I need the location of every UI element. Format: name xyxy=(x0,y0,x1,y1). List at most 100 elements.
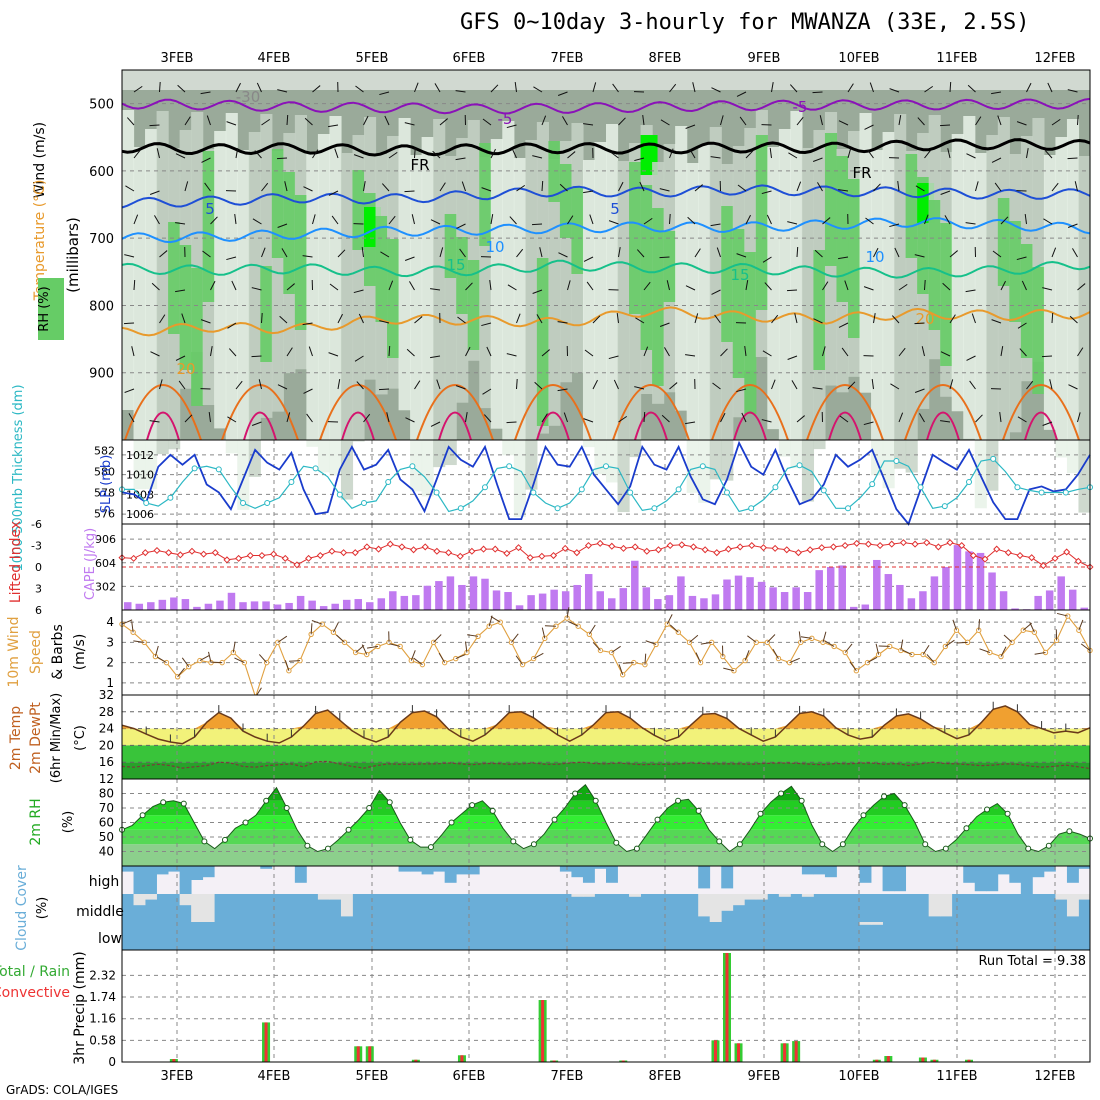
temperature-axis-title: Temperature (°C) xyxy=(32,180,48,302)
wind-barb xyxy=(643,217,653,225)
cape-bar xyxy=(608,598,616,610)
wind-barb xyxy=(159,379,163,390)
surface-wind-barb xyxy=(568,621,579,627)
wind-barb xyxy=(363,115,369,126)
cape-bar xyxy=(458,584,466,610)
wind-barb xyxy=(337,313,343,324)
wind-barb xyxy=(1077,114,1079,126)
rh-marker xyxy=(984,806,991,813)
surface-wind-barb xyxy=(515,655,523,665)
wind-barb xyxy=(181,313,186,324)
surface-wind-barb xyxy=(1029,622,1035,633)
pressure-tick-label: 700 xyxy=(89,232,114,247)
li-marker xyxy=(573,549,581,557)
wind-barb xyxy=(201,157,211,163)
wind-barb xyxy=(847,83,854,93)
wind-barb xyxy=(482,118,492,126)
precip-tick-label: 1.16 xyxy=(89,1012,116,1026)
wind-barb xyxy=(610,151,619,159)
wind-barb xyxy=(133,149,141,159)
thickness-marker xyxy=(748,505,755,512)
li-marker xyxy=(223,556,231,564)
cape-bar xyxy=(976,552,985,610)
wind-barb xyxy=(434,83,441,93)
precip-tick-label: 1.74 xyxy=(89,990,116,1004)
surface-wind-barb xyxy=(822,631,827,643)
li-marker xyxy=(654,546,663,554)
surface-wind-barb xyxy=(410,650,416,661)
li-marker xyxy=(666,541,674,550)
wind-barb xyxy=(200,91,211,95)
isotherm-label: 10 xyxy=(485,238,504,256)
cape-bar xyxy=(331,603,339,610)
rh-band xyxy=(986,135,999,491)
rh-marker xyxy=(530,841,537,848)
precip-convective-bar xyxy=(737,1043,741,1062)
thickness-marker xyxy=(264,500,271,506)
wind-barb xyxy=(659,188,670,192)
rh-marker xyxy=(633,845,640,852)
wind-barb xyxy=(1051,247,1057,258)
surface-wind-barb xyxy=(867,656,878,664)
wind-barb xyxy=(592,379,598,390)
date-label-bottom: 9FEB xyxy=(748,1069,781,1084)
wind-barb xyxy=(381,183,390,192)
wind-barb xyxy=(971,313,976,324)
wind-barb xyxy=(516,184,526,192)
wind-barb xyxy=(490,148,496,159)
isotherm-label: 5 xyxy=(610,200,620,218)
wind-barb xyxy=(235,148,239,159)
rh-marker xyxy=(592,797,599,804)
wind-barb xyxy=(584,349,594,357)
rh-band-moist xyxy=(179,245,192,370)
isotherm-label: 20 xyxy=(176,360,195,378)
cloud-middle-gap xyxy=(1078,894,1091,900)
date-label-bottom: 7FEB xyxy=(551,1069,584,1084)
wind-barb xyxy=(685,421,696,425)
cloud-middle-gap xyxy=(721,894,734,911)
cloud-high-bar xyxy=(559,866,572,872)
rh-band xyxy=(433,119,446,468)
wind-barb xyxy=(328,124,339,128)
surface-wind-barb xyxy=(611,645,621,653)
rh-marker xyxy=(283,805,290,811)
li-marker xyxy=(293,561,301,569)
isotherm-30-arc xyxy=(146,411,180,441)
wind-barb xyxy=(210,280,216,291)
rh-marker xyxy=(736,841,743,848)
wind-barb xyxy=(486,346,492,357)
li-marker xyxy=(561,544,569,552)
wind-barb xyxy=(235,380,243,390)
wind-barb xyxy=(414,380,421,390)
rh-band xyxy=(237,150,250,510)
wind-barb xyxy=(796,181,802,192)
date-label-top: 12FEB xyxy=(1034,51,1075,66)
cape-bar xyxy=(861,604,870,610)
wind-barb xyxy=(541,349,550,357)
rh-band xyxy=(617,161,630,513)
thickness-marker xyxy=(675,486,682,493)
wind-barb xyxy=(967,84,976,93)
surface-wind-barb xyxy=(622,662,634,664)
wind-barb xyxy=(711,289,721,295)
precip-convective-bar xyxy=(713,1040,717,1062)
cape-bar xyxy=(366,602,374,610)
wind-barb xyxy=(411,214,415,225)
wind-barb xyxy=(1024,214,1027,225)
wind-barb xyxy=(482,388,492,395)
surface-wind-barb xyxy=(232,641,236,653)
wind-barb xyxy=(736,91,747,97)
wind-barb xyxy=(154,215,160,225)
wind-barb xyxy=(894,247,900,258)
rh-marker xyxy=(839,841,846,848)
cape-bar xyxy=(711,594,720,610)
li-marker xyxy=(818,544,826,552)
cloud-high-bar xyxy=(1009,866,1022,883)
date-label-bottom: 10FEB xyxy=(838,1069,879,1084)
li-marker xyxy=(328,547,336,555)
wind-barb xyxy=(533,86,543,93)
wind-barb xyxy=(618,117,626,126)
surface-wind-barb xyxy=(723,667,735,672)
cloud-middle-gap xyxy=(928,894,941,917)
li-marker xyxy=(176,551,184,559)
